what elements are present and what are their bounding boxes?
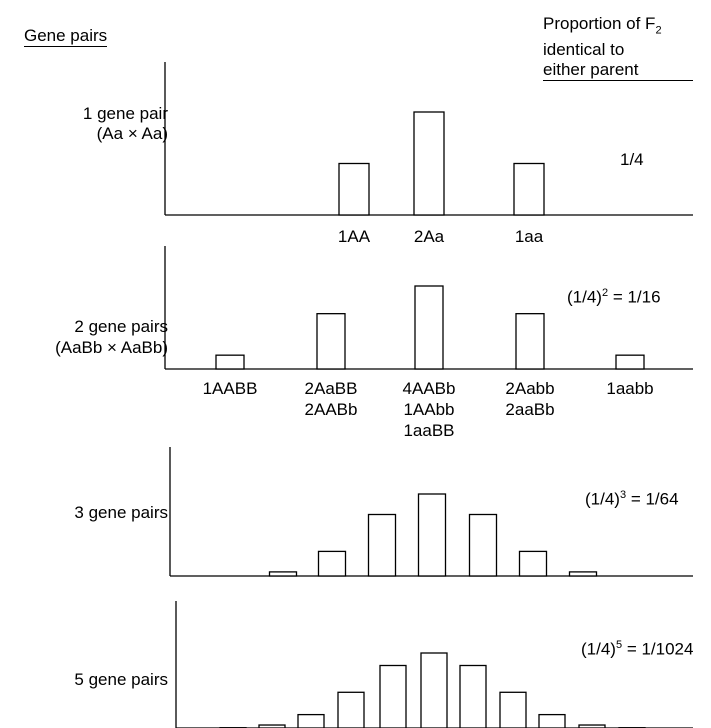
panel3-bar-1	[268, 571, 298, 577]
panel1-bar-3	[513, 162, 545, 216]
panel4-label: 5 gene pairs	[74, 670, 168, 689]
panel4-bar-6	[420, 652, 448, 728]
category-label-line: 1aabb	[606, 379, 654, 398]
category-label-line: 1AABB	[202, 379, 258, 398]
panel2-label-line2: (AaBb × AaBb)	[55, 338, 168, 357]
panel3-proportion-exponent: 3	[619, 489, 627, 501]
panel2-category-label-3: 4AABb 1AAbb 1aaBB	[379, 378, 479, 441]
panel1-proportion: 1/4	[620, 149, 644, 170]
panel2-bar-2	[316, 313, 346, 370]
category-label-line: 2Aa	[413, 227, 445, 246]
panel2-proportion-exponent: 2	[601, 287, 609, 299]
panel3-proportion: (1/4)3 = 1/64	[585, 485, 679, 510]
category-label-line: 2aaBb	[505, 400, 555, 419]
panel1-proportion-base: 1/4	[620, 150, 644, 169]
category-label-line: 1AA	[337, 227, 371, 246]
category-label-line: 2AABb	[304, 400, 358, 419]
panel2-bar-4	[515, 313, 545, 370]
panel4-bar-3	[297, 713, 325, 728]
panel4-proportion-value: = 1/1024	[622, 639, 694, 659]
panel1-label-line2: (Aa × Aa)	[96, 124, 168, 143]
panel1-category-label-1: 1AA	[304, 226, 404, 247]
category-label-line: 1AAbb	[403, 400, 455, 419]
panel2-category-label-1: 1AABB	[180, 378, 280, 399]
panel4-bar-9	[538, 713, 566, 728]
panel4-bar-8	[499, 691, 527, 728]
proportion-heading-line3: either parent	[543, 59, 693, 81]
panel1-label-line1: 1 gene pair	[82, 104, 168, 123]
panel2-category-label-4: 2Aabb 2aaBb	[480, 378, 580, 420]
panel3-bar-4	[417, 493, 447, 577]
category-label-line: 1aaBB	[403, 421, 455, 440]
proportion-heading-subscript: 2	[655, 24, 662, 37]
panel2-proportion-base: (1/4)	[567, 287, 602, 307]
panel3-bar-6	[518, 550, 548, 577]
panel2-proportion-value: = 1/16	[608, 287, 661, 307]
panel3-bar-7	[568, 571, 598, 577]
category-label-line: 4AABb	[402, 379, 456, 398]
panel4-bar-4	[337, 691, 365, 728]
panel3-bar-5	[468, 513, 498, 577]
panel4-bar-5	[379, 664, 407, 728]
panel1-bar-2	[413, 111, 445, 216]
panel3-bar-2	[317, 550, 347, 577]
panel2-bar-1	[215, 354, 245, 370]
panel1-category-label-3: 1aa	[479, 226, 579, 247]
panel4-proportion-exponent: 5	[615, 639, 623, 651]
panel2-bar-5	[615, 354, 645, 370]
proportion-heading-line2: identical to	[543, 40, 625, 59]
panel3-proportion-base: (1/4)	[585, 489, 620, 509]
panel1-category-label-2: 2Aa	[379, 226, 479, 247]
gene-pairs-heading: Gene pairs	[24, 26, 108, 47]
category-label-line: 2AaBB	[304, 379, 358, 398]
panel4-proportion-base: (1/4)	[581, 639, 616, 659]
panel2-label-line1: 2 gene pairs	[74, 317, 168, 336]
panel4-bar-7	[459, 664, 487, 728]
panel2-category-label-5: 1aabb	[580, 378, 680, 399]
panel3-label: 3 gene pairs	[74, 503, 168, 522]
panel2-proportion: (1/4)2 = 1/16	[567, 283, 661, 308]
panel2-category-label-2: 2AaBB 2AABb	[281, 378, 381, 420]
category-label-line: 1aa	[514, 227, 544, 246]
panel1-bar-1	[338, 162, 370, 216]
proportion-heading-text: Proportion of F	[543, 14, 656, 33]
panel3-bar-3	[367, 513, 397, 577]
panel4-proportion: (1/4)5 = 1/1024	[581, 635, 693, 660]
panel2-bar-3	[414, 285, 444, 370]
category-label-line: 2Aabb	[505, 379, 555, 398]
proportion-heading-line1: Proportion of F2	[543, 13, 662, 41]
panel3-proportion-value: = 1/64	[626, 489, 679, 509]
